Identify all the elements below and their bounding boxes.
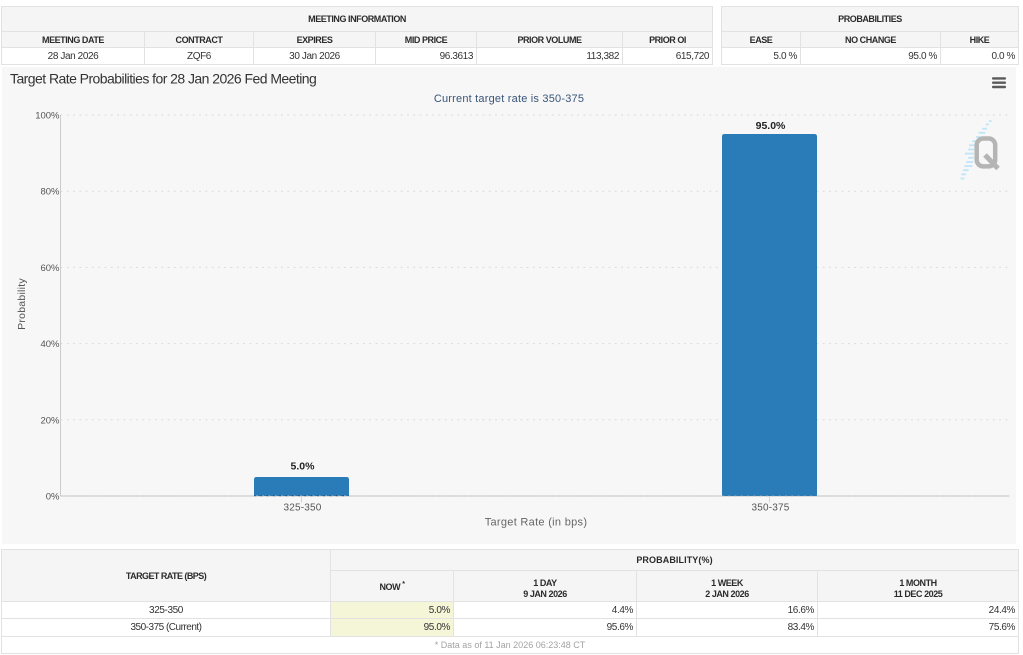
svg-text:0%: 0% bbox=[46, 492, 60, 503]
svg-text:5.0%: 5.0% bbox=[291, 461, 316, 473]
svg-text:60%: 60% bbox=[40, 263, 60, 274]
svg-text:350-375: 350-375 bbox=[751, 503, 789, 514]
svg-text:80%: 80% bbox=[40, 187, 60, 198]
svg-text:Probability: Probability bbox=[16, 278, 28, 330]
svg-text:Target Rate Probabilities for: Target Rate Probabilities for 28 Jan 202… bbox=[10, 71, 316, 87]
svg-text:100%: 100% bbox=[35, 111, 60, 122]
svg-text:95.0%: 95.0% bbox=[756, 120, 786, 132]
svg-text:325-350: 325-350 bbox=[283, 503, 321, 514]
svg-text:40%: 40% bbox=[40, 339, 60, 350]
svg-text:20%: 20% bbox=[40, 415, 60, 426]
svg-text:Target Rate (in bps): Target Rate (in bps) bbox=[485, 517, 588, 529]
svg-text:Current target rate is 350-375: Current target rate is 350-375 bbox=[434, 93, 584, 105]
